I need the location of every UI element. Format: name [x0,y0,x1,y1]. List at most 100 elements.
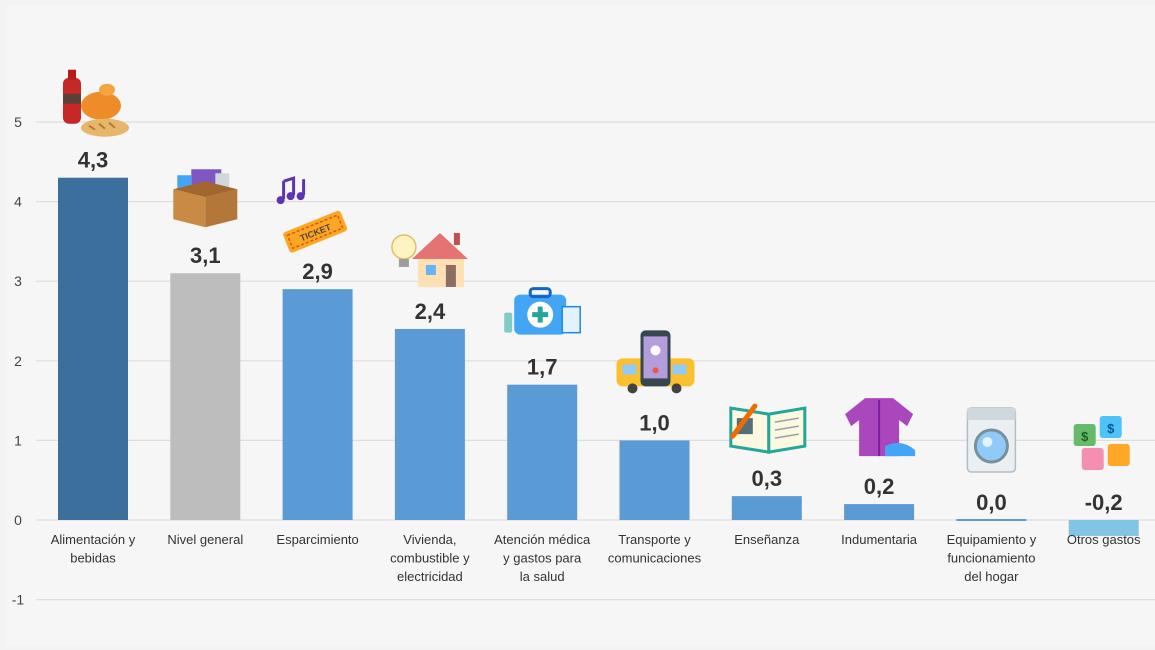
category-label: Vivienda, [403,532,456,547]
bar [58,177,128,520]
category-label: Alimentación y [51,532,136,547]
y-tick-label: 2 [14,353,22,369]
bar [619,440,690,520]
y-axis: 5 4 3 2 1 0 -1 [12,114,25,608]
value-label: 1,0 [639,410,670,435]
category-label: Indumentaria [841,532,918,547]
value-label: 1,7 [527,355,558,380]
bars [58,177,1139,536]
book-lines [774,417,799,439]
x-axis-labels: Alimentación y bebidas Nivel general Esparc… [51,532,1141,584]
category-label: Esparcimiento [276,532,358,547]
value-label: 4,3 [78,148,109,173]
bar [170,273,241,520]
category-label: y gastos para [503,551,582,566]
category-label: la salud [520,569,565,584]
bar [394,328,465,520]
box-icon [173,169,238,228]
value-label: 3,1 [190,243,221,268]
value-label: 0,3 [752,466,783,491]
clothes-icon [845,398,916,457]
puzzle-piece [1099,416,1122,438]
y-tick-label: 5 [14,114,22,130]
phone-button [652,367,659,374]
y-tick-label: 0 [14,512,22,528]
bus-window [672,364,687,375]
puzzle-piece [1107,444,1130,466]
bar [507,384,578,520]
phone-avatar [650,345,661,356]
y-tick-label: -1 [12,592,25,608]
puzzle-piece [1073,424,1096,446]
value-label: -0,2 [1085,490,1123,515]
bar [1068,520,1139,536]
category-label: comunicaciones [608,551,702,566]
bus-wheel [627,383,638,394]
y-tick-label: 1 [14,432,22,448]
pencil [730,403,758,439]
value-label: 0,0 [976,490,1007,515]
category-label: funcionamiento [947,551,1035,566]
category-icons: TICKET $ $ [63,69,1130,473]
book-icon [729,403,807,454]
note-head [296,192,305,201]
bottle-cap [68,69,76,80]
bread-cuts [88,121,116,131]
washer-door [973,428,1009,464]
washer-panel [967,408,1016,420]
bar [844,504,915,520]
bus-window [622,364,637,375]
box-item [191,169,222,188]
y-tick-label: 3 [14,273,22,289]
category-label: Nivel general [167,532,243,547]
pill-bottle [504,312,513,333]
dollar-sign: $ [1107,421,1115,436]
category-label: Atención médica [494,532,591,547]
bus-phone-icon [616,330,695,394]
category-label: combustible y [390,551,470,566]
box-right [205,189,238,228]
value-labels: 4,3 3,1 2,9 2,4 1,7 1,0 0,3 0,2 0,0 -0,2 [78,148,1123,515]
chicken [81,91,121,120]
bar [731,496,802,520]
house-icon [391,232,468,287]
value-label: 0,2 [864,474,895,499]
bar [956,519,1027,521]
category-label: bebidas [70,551,116,566]
dollar-sign: $ [1081,429,1089,444]
ticket: TICKET [283,210,348,253]
category-label: Enseñanza [734,532,800,547]
value-label: 2,9 [302,259,333,284]
category-label: Otros gastos [1067,532,1141,547]
bottle-label [63,93,81,104]
category-label: del hogar [964,569,1019,584]
book-page-right [767,406,807,454]
washer-glare [982,437,993,447]
chimney [453,232,460,245]
roof [411,232,468,259]
chart-area: 5 4 3 2 1 0 -1 TICKET $ $ 4,3 3,1 2,9 2,4 1,7 1,0 0,3 0… [6,6,1155,646]
box-left [173,189,206,228]
washing-machine-icon [966,407,1017,473]
value-label: 2,4 [415,299,446,324]
food-drinks-icon [63,69,129,137]
music-ticket-icon: TICKET [276,176,348,253]
medical-kit-icon [504,287,581,335]
chicken-leg [99,83,115,96]
bar-chart: 5 4 3 2 1 0 -1 TICKET $ $ 4,3 3,1 2,9 2,4 1,7 1,0 0,3 0… [12,69,1155,608]
lightbulb-base [398,258,409,267]
category-label: Equipamiento y [947,532,1037,547]
medkit-cross [532,306,549,323]
music-note [282,176,296,200]
puzzle-piece [1081,448,1104,470]
y-tick-label: 4 [14,194,22,210]
medkit-handle [528,287,552,299]
ticket-border [286,214,344,250]
category-label: Transporte y [618,532,691,547]
clipboard [561,305,581,334]
category-label: electricidad [397,569,463,584]
sneaker [885,442,916,457]
note-head [286,192,295,201]
note-head [276,196,285,205]
